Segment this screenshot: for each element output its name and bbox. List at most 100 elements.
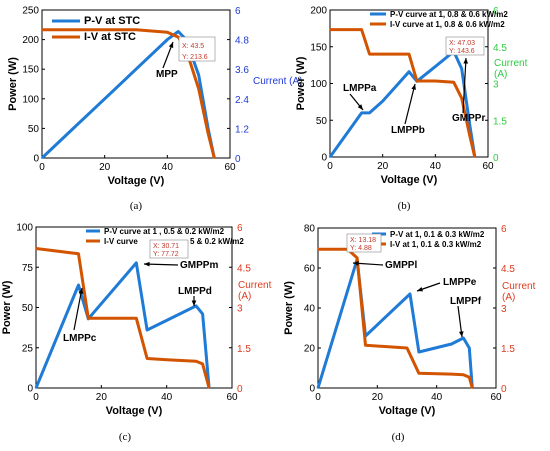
iv-data-point	[195, 360, 197, 363]
y2-axis-label: Current	[238, 280, 272, 291]
y2-tick-label: 1.5	[501, 344, 515, 355]
pv-data-point	[135, 68, 137, 71]
iv-data-point	[468, 376, 471, 379]
annotation-label: GMPPr	[452, 113, 485, 124]
iv-data-point	[408, 53, 410, 55]
x-tick-label: 0	[39, 162, 45, 173]
iv-data-point	[434, 80, 437, 82]
datatip-x: X: 30.71	[153, 243, 179, 250]
annotation-label: LMPPc	[63, 333, 97, 344]
x-axis-label: Voltage (V)	[108, 175, 165, 187]
y2-tick-label: 6	[493, 6, 499, 17]
annotation-label: GMPPl	[385, 260, 417, 271]
pv-series-line-1	[328, 50, 477, 158]
panel-a: 0 20 40 6005010015020025001.22.43.64.86Volt…	[7, 6, 302, 213]
y2-axis-label: Current (A)	[253, 76, 302, 87]
y-tick-label: 0	[309, 384, 315, 395]
annotation-arrowhead	[417, 286, 423, 292]
pv-series-line-2	[34, 261, 211, 389]
annotation-arrowhead	[78, 288, 84, 294]
y-axis-label: Power (W)	[1, 280, 13, 334]
y2-tick-label: 1.5	[493, 116, 507, 127]
datatip-y: Y: 143.6	[449, 48, 475, 55]
iv-data-point	[207, 132, 209, 135]
panel-caption: (c)	[119, 431, 132, 443]
y2-tick-label: 6	[237, 223, 243, 234]
annotation-label: LMPPf	[450, 296, 482, 307]
x-tick-label: 40	[162, 162, 174, 173]
iv-data-point	[462, 373, 465, 376]
annotation-arrowhead	[463, 58, 469, 64]
legend-entry: I-V curve at 1, 0.8 & 0.6 kW/m2	[390, 20, 505, 29]
y-axis-label: Power (W)	[295, 56, 307, 110]
pv-data-point	[468, 123, 471, 125]
y2-tick-label: 3.6	[235, 65, 249, 76]
iv-data-point	[364, 344, 367, 347]
iv-data-point	[417, 372, 420, 375]
annotation-arrowhead	[357, 104, 363, 110]
iv-data-point	[208, 387, 211, 389]
pv-data-point	[360, 112, 363, 114]
annotation-arrow	[462, 57, 467, 114]
annotation-label: LMPPa	[343, 83, 377, 94]
annotation-arrowhead	[353, 261, 359, 266]
iv-data-point	[41, 28, 43, 31]
y-tick-label: 80	[304, 224, 316, 235]
x-tick-label: 20	[96, 392, 108, 403]
legend-entry-tail: 5 & 0.2 kW/m2	[190, 237, 244, 246]
y-tick-label: 0	[33, 154, 39, 165]
x-tick-label: 60	[224, 162, 236, 173]
legend-entry: P-V curve at 1 , 0.5 & 0.2 kW/m2	[104, 227, 225, 236]
annotation-arrowhead	[411, 84, 416, 90]
panel-caption: (d)	[392, 431, 405, 443]
pv-data-point	[72, 127, 75, 130]
legend-entry: I-V at 1, 0.1 & 0.3 kW/m2	[390, 240, 482, 249]
y2-axis-unit: (A)	[238, 291, 251, 302]
pv-data-point	[195, 304, 197, 307]
iv-data-point	[213, 157, 216, 159]
iv-data-point	[329, 28, 331, 31]
iv-data-point	[201, 362, 204, 365]
iv-data-point	[135, 317, 138, 320]
datatip-box	[149, 239, 189, 259]
iv-data-point	[416, 80, 418, 82]
y-tick-label: 25	[22, 343, 34, 354]
y-tick-label: 50	[22, 303, 34, 314]
panel-caption: (b)	[398, 200, 411, 212]
legend-entry: I-V at STC	[84, 31, 136, 43]
iv-data-point	[103, 28, 106, 31]
y2-axis-label: Current	[494, 58, 528, 69]
iv-series-line-0	[42, 28, 216, 159]
iv-data-point	[77, 252, 80, 255]
y2-tick-label: 3	[493, 80, 499, 91]
y-axis-label: Power (W)	[283, 281, 295, 335]
iv-data-point	[406, 347, 408, 349]
y-tick-label: 100	[22, 94, 39, 105]
x-tick-label: 20	[377, 161, 389, 172]
iv-data-point	[381, 53, 384, 55]
annotation-label: GMPPm	[180, 260, 218, 271]
pv-data-point	[460, 67, 463, 70]
y-tick-label: 40	[304, 304, 316, 315]
pv-data-point	[146, 329, 148, 331]
pv-data-point	[197, 74, 200, 77]
iv-data-point	[165, 358, 168, 361]
y-tick-label: 0	[321, 153, 327, 164]
iv-data-point	[135, 28, 137, 31]
pv-data-point	[329, 156, 331, 158]
iv-data-point	[473, 156, 476, 158]
y-tick-label: 100	[310, 79, 327, 90]
iv-data-point	[166, 31, 169, 34]
y-tick-label: 50	[28, 124, 40, 135]
x-tick-label: 0	[327, 161, 333, 172]
datatip-x: X: 43.5	[182, 43, 204, 50]
iv-data-point	[450, 373, 453, 376]
y2-tick-label: 4.5	[501, 264, 515, 275]
pv-data-point	[434, 65, 437, 68]
y2-tick-label: 0	[237, 384, 243, 395]
annotation-arrowhead	[191, 300, 197, 306]
